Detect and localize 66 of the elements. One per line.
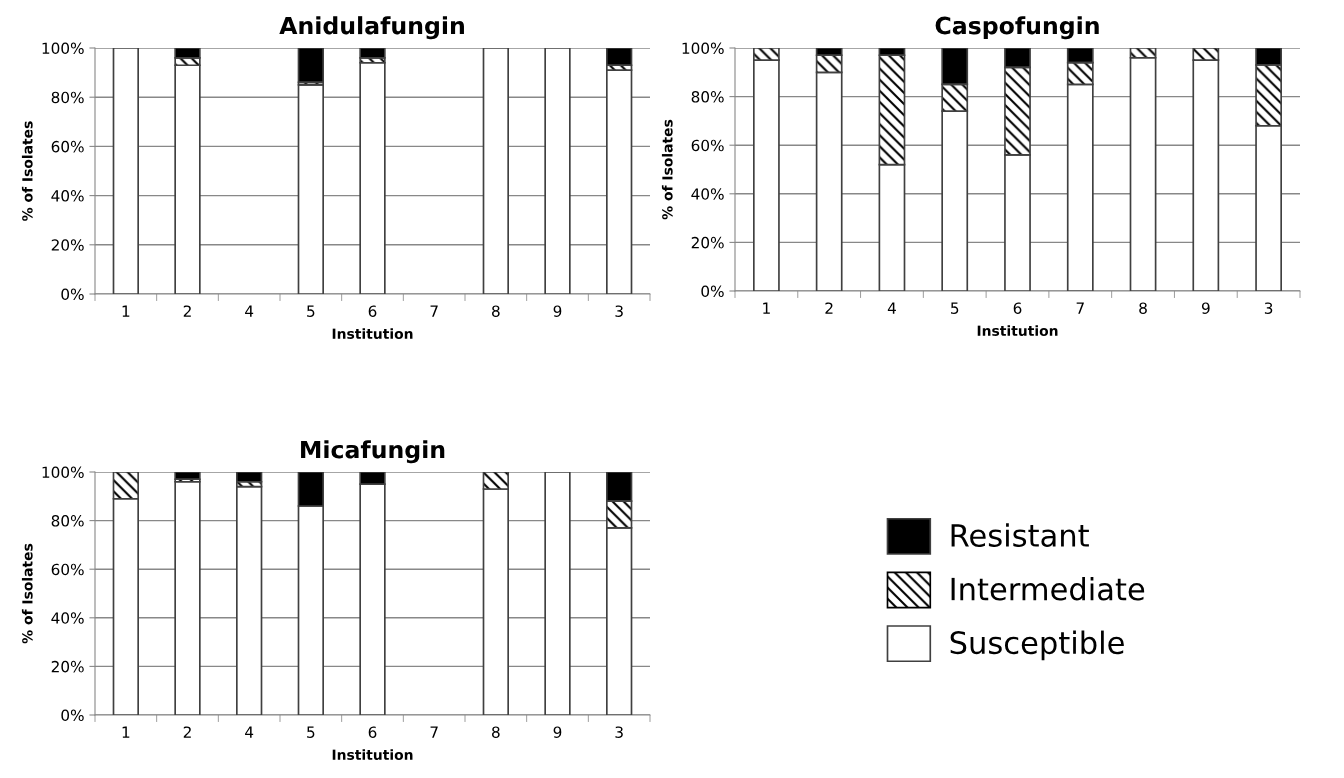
y-tick-label: 80% [691, 91, 724, 103]
x-tick-label: 8 [492, 305, 500, 317]
legend-label: Intermediate [951, 576, 1145, 601]
y-tick-label: 80% [51, 515, 84, 527]
x-axis-title: Institution [977, 325, 1058, 336]
legend-label: Susceptible [950, 630, 1124, 661]
x-tick-label: 5 [951, 302, 959, 314]
bar [544, 472, 571, 715]
x-tick-label: 4 [887, 302, 896, 314]
x-tick-label: 6 [368, 726, 377, 738]
bar [297, 84, 325, 294]
y-tick-label: 100% [682, 42, 724, 55]
y-tick-label: 20% [691, 236, 724, 249]
bar [482, 48, 510, 294]
x-tick-label: 1 [122, 305, 130, 317]
x-tick-label: 9 [1201, 302, 1210, 314]
chart-title: Micafungin [301, 440, 445, 464]
x-tick-label: 1 [122, 726, 130, 738]
x-axis-title: Institution [332, 749, 413, 760]
y-tick-label: 60% [51, 140, 84, 153]
x-tick-label: 5 [307, 305, 315, 317]
y-tick-label: 40% [691, 188, 724, 200]
x-tick-label: 9 [553, 305, 562, 317]
x-tick-label: 7 [1076, 302, 1084, 314]
bar [297, 48, 325, 84]
bar [174, 480, 201, 715]
legend-label: Resistant [951, 523, 1089, 547]
x-tick-label: 2 [183, 305, 191, 317]
x-tick-label: 3 [615, 726, 623, 738]
chart-title: Caspofungin [935, 16, 1099, 40]
y-tick-label: 80% [51, 91, 84, 104]
y-axis-title: % of Isolates [661, 119, 673, 220]
x-tick-label: 7 [430, 305, 438, 317]
y-tick-label: 100% [42, 42, 84, 55]
y-tick-label: 40% [51, 612, 84, 624]
x-tick-label: 3 [615, 305, 623, 317]
y-tick-label: 40% [51, 190, 84, 202]
x-tick-label: 6 [368, 305, 377, 317]
y-tick-label: 60% [51, 563, 84, 576]
x-tick-label: 5 [307, 726, 315, 738]
x-tick-label: 2 [183, 726, 191, 738]
x-tick-label: 7 [430, 726, 438, 738]
x-tick-label: 1 [763, 302, 770, 314]
x-tick-label: 4 [245, 726, 254, 738]
x-tick-label: 4 [245, 305, 254, 317]
y-tick-label: 20% [51, 239, 84, 251]
x-tick-label: 8 [1139, 302, 1147, 314]
x-tick-label: 3 [1264, 302, 1273, 314]
x-tick-label: 6 [1013, 302, 1022, 314]
y-tick-label: 0% [701, 285, 724, 298]
x-axis-title: Institution [332, 328, 413, 339]
y-tick-label: 0% [61, 709, 84, 722]
y-axis-title: % of Isolates [21, 543, 33, 644]
bar [235, 485, 263, 715]
chart-title: Anidulafungin [279, 16, 464, 40]
bar [359, 61, 386, 294]
bar [112, 48, 140, 294]
y-axis-title: % of Isolates [21, 121, 33, 221]
bar [544, 48, 571, 294]
x-tick-label: 9 [553, 726, 562, 738]
x-tick-label: 8 [492, 726, 500, 738]
y-tick-label: 60% [691, 139, 724, 152]
y-tick-label: 0% [61, 288, 84, 301]
y-tick-label: 100% [42, 466, 84, 479]
y-tick-label: 20% [51, 660, 84, 673]
x-tick-label: 2 [825, 302, 833, 314]
